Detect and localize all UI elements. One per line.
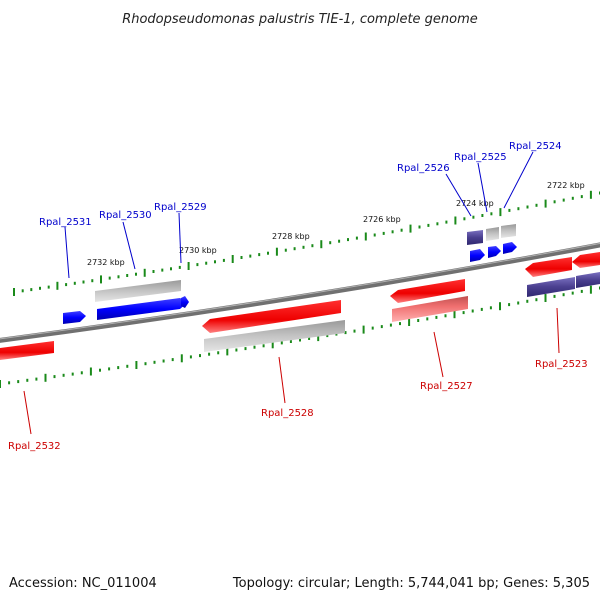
kbp-label-2724: 2724 kbp bbox=[456, 199, 494, 208]
label-rpal-2530[interactable]: Rpal_2530 bbox=[99, 210, 152, 221]
gene-rpal-2525[interactable] bbox=[488, 246, 501, 258]
leader-rpal-2525 bbox=[477, 162, 488, 213]
label-rpal-2527[interactable]: Rpal_2527 bbox=[420, 381, 473, 392]
leader-rpal-2530 bbox=[122, 221, 136, 270]
label-rpal-2526[interactable]: Rpal_2526 bbox=[397, 163, 450, 174]
leader-rpal-2523 bbox=[556, 307, 560, 354]
kbp-labels: 2732 kbp 2730 kbp 2728 kbp 2726 kbp 2724… bbox=[87, 181, 585, 267]
label-rpal-2524[interactable]: Rpal_2524 bbox=[509, 141, 562, 152]
leader-rpal-2529 bbox=[178, 212, 182, 264]
feature-purple-2523-left[interactable] bbox=[527, 277, 575, 297]
gene-rpal-2523-right[interactable] bbox=[572, 252, 600, 268]
leader-rpal-2531 bbox=[64, 226, 70, 279]
gene-rpal-2528[interactable] bbox=[202, 300, 341, 333]
kbp-label-2728: 2728 kbp bbox=[272, 232, 310, 241]
label-rpal-2531[interactable]: Rpal_2531 bbox=[39, 217, 92, 228]
genome-backbone-highlight bbox=[0, 242, 600, 340]
feature-grey-2525[interactable] bbox=[486, 227, 499, 241]
label-rpal-2529[interactable]: Rpal_2529 bbox=[154, 202, 207, 213]
label-rpal-2523[interactable]: Rpal_2523 bbox=[535, 359, 588, 370]
gene-rpal-2529[interactable] bbox=[181, 296, 189, 308]
leader-rpal-2528 bbox=[278, 356, 286, 404]
label-leaders bbox=[23, 151, 560, 435]
gene-rpal-2531[interactable] bbox=[63, 311, 86, 324]
gene-rpal-2524[interactable] bbox=[503, 242, 517, 254]
feature-purple-2523-right[interactable] bbox=[576, 272, 600, 288]
leader-rpal-2526 bbox=[445, 173, 472, 217]
leader-rpal-2527 bbox=[433, 331, 444, 378]
feature-grey-2528[interactable] bbox=[204, 320, 345, 352]
reverse-gene-labels: Rpal_2532 Rpal_2528 Rpal_2527 Rpal_2523 bbox=[8, 359, 588, 452]
label-rpal-2532[interactable]: Rpal_2532 bbox=[8, 441, 61, 452]
kbp-label-2722: 2722 kbp bbox=[547, 181, 585, 190]
gene-rpal-2526[interactable] bbox=[470, 249, 485, 262]
label-rpal-2525[interactable]: Rpal_2525 bbox=[454, 152, 507, 163]
gene-rpal-2530[interactable] bbox=[97, 298, 188, 320]
forward-features bbox=[63, 224, 517, 324]
genome-backbone bbox=[0, 242, 600, 343]
genome-summary-text: Topology: circular; Length: 5,744,041 bp… bbox=[232, 576, 590, 591]
kbp-label-2726: 2726 kbp bbox=[363, 215, 401, 224]
forward-gene-labels: Rpal_2531 Rpal_2530 Rpal_2529 Rpal_2526 … bbox=[39, 141, 562, 228]
label-rpal-2528[interactable]: Rpal_2528 bbox=[261, 408, 314, 419]
feature-pink-2527[interactable] bbox=[392, 296, 468, 322]
feature-grey-2530[interactable] bbox=[95, 280, 181, 302]
gene-rpal-2523-left[interactable] bbox=[525, 257, 572, 277]
accession-text: Accession: NC_011004 bbox=[9, 576, 157, 591]
map-title: Rhodopseudomonas palustris TIE-1, comple… bbox=[122, 12, 478, 27]
upper-tick-track bbox=[13, 190, 600, 296]
kbp-label-2732: 2732 kbp bbox=[87, 258, 125, 267]
reverse-features bbox=[0, 252, 600, 360]
leader-rpal-2524 bbox=[503, 151, 534, 209]
gene-rpal-2527[interactable] bbox=[390, 279, 465, 303]
feature-grey-2524[interactable] bbox=[501, 224, 516, 238]
gene-rpal-2532[interactable] bbox=[0, 341, 54, 360]
feature-purple-2526[interactable] bbox=[467, 230, 483, 245]
leader-rpal-2532 bbox=[23, 390, 32, 435]
kbp-label-2730: 2730 kbp bbox=[179, 246, 217, 255]
